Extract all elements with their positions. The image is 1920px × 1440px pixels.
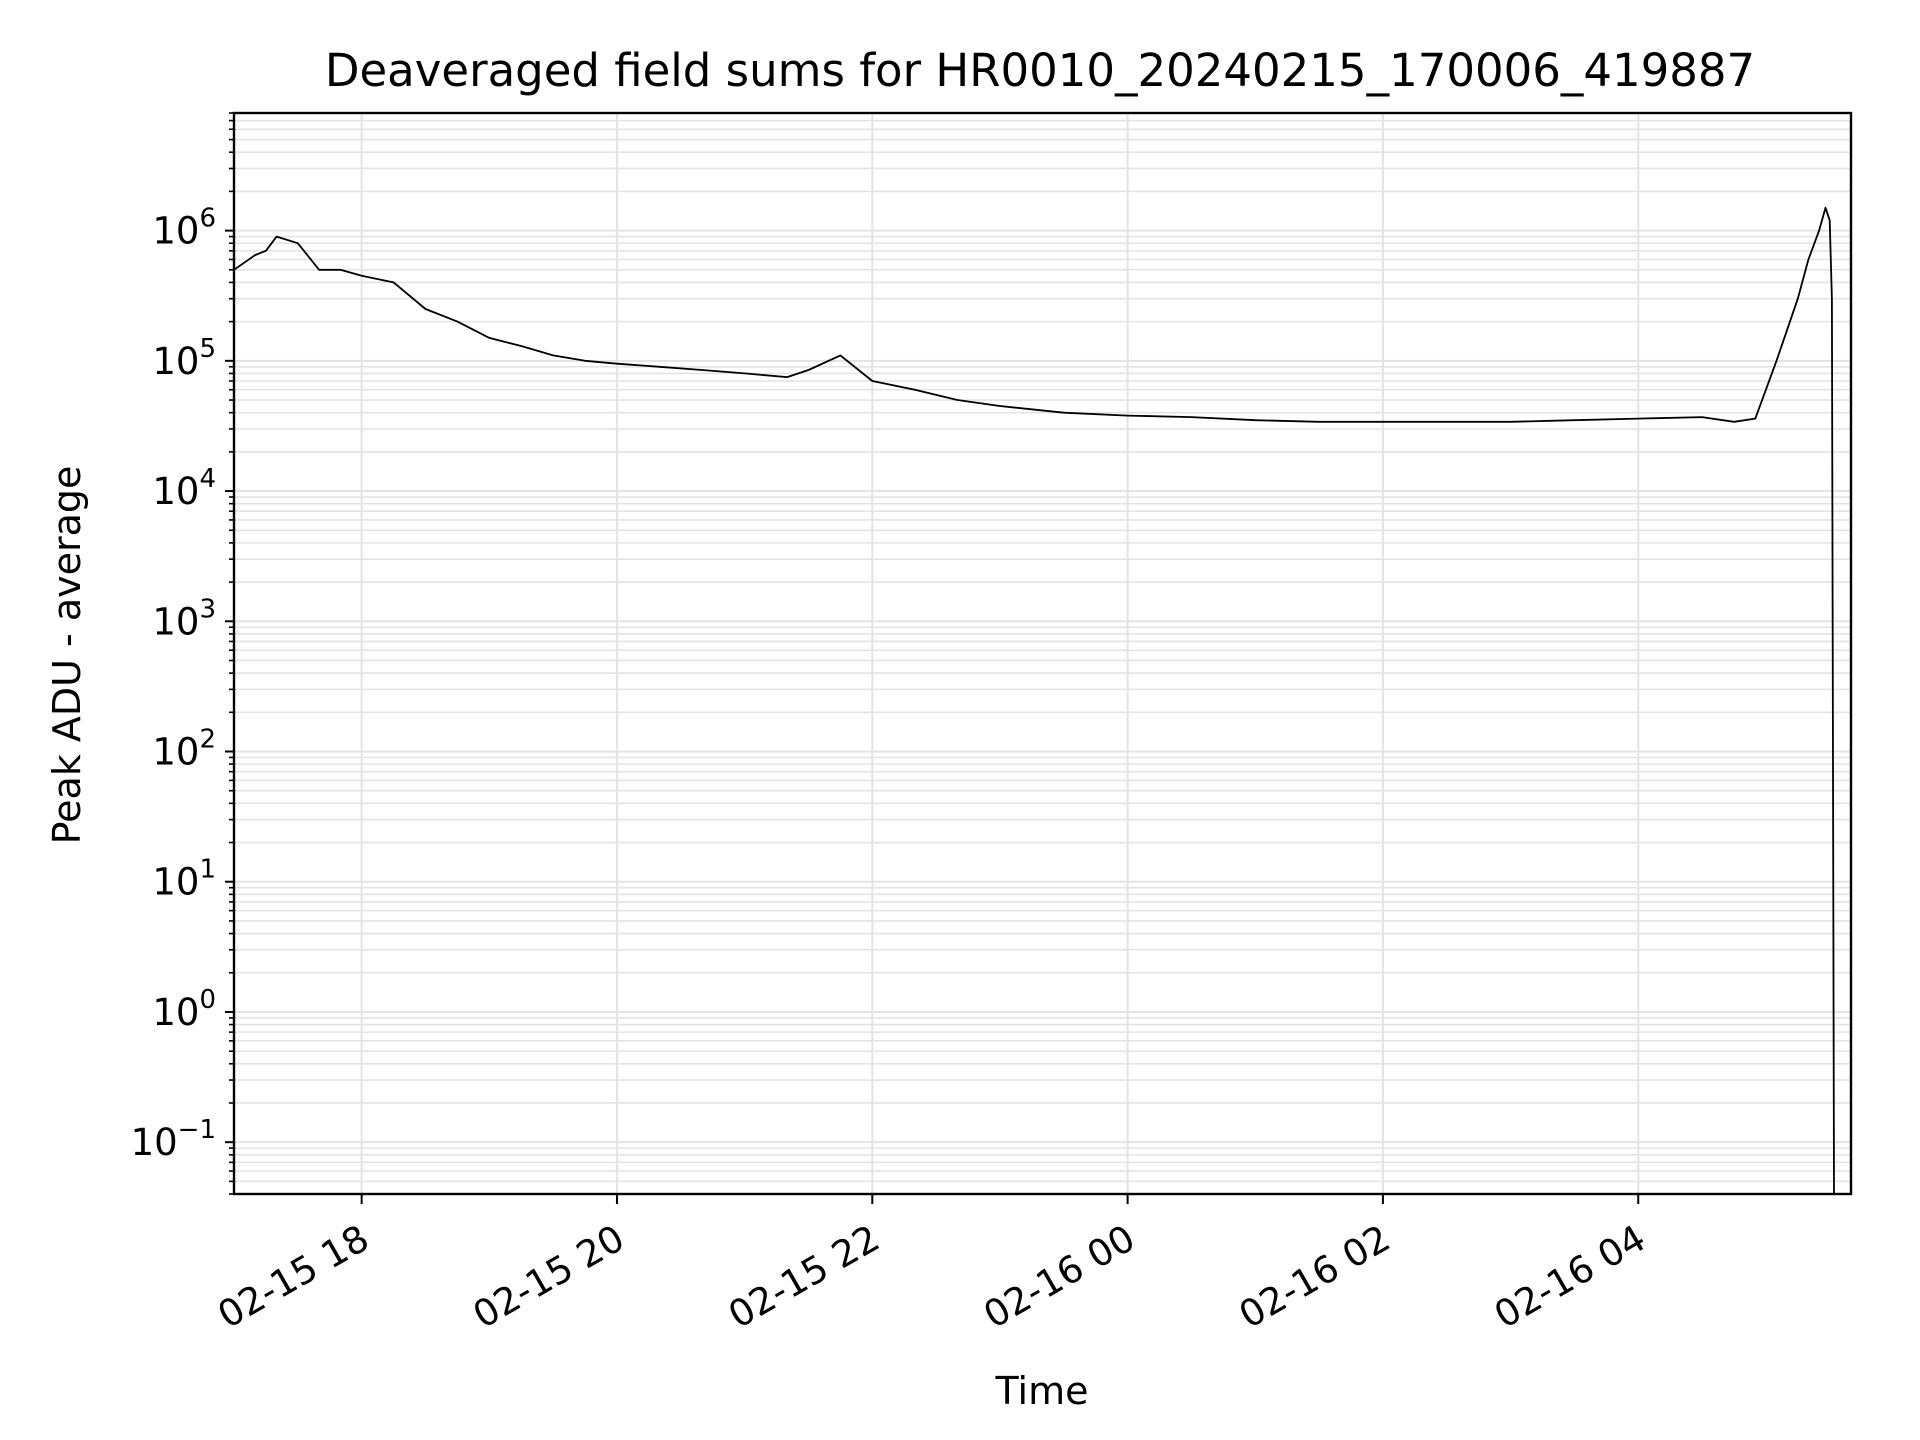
y-tick-label: 103: [152, 594, 216, 643]
y-axis-label: Peak ADU - average: [45, 466, 89, 845]
series-line: [234, 206, 1835, 1194]
y-tick-label: 106: [152, 204, 216, 253]
chart-title: Deaveraged field sums for HR0010_2024021…: [325, 44, 1755, 97]
y-tick-label: 10−1: [131, 1115, 216, 1164]
grid: [234, 112, 1851, 1195]
y-tick-label: 105: [152, 334, 216, 383]
x-axis-label: Time: [995, 1369, 1089, 1413]
y-tick-label: 100: [152, 985, 216, 1034]
y-tick-label: 104: [152, 464, 216, 513]
y-tick-label: 102: [152, 725, 216, 774]
series-layer: [234, 206, 1835, 1194]
plot-frame: [232, 111, 1853, 1196]
y-tick-label: 101: [152, 855, 216, 904]
